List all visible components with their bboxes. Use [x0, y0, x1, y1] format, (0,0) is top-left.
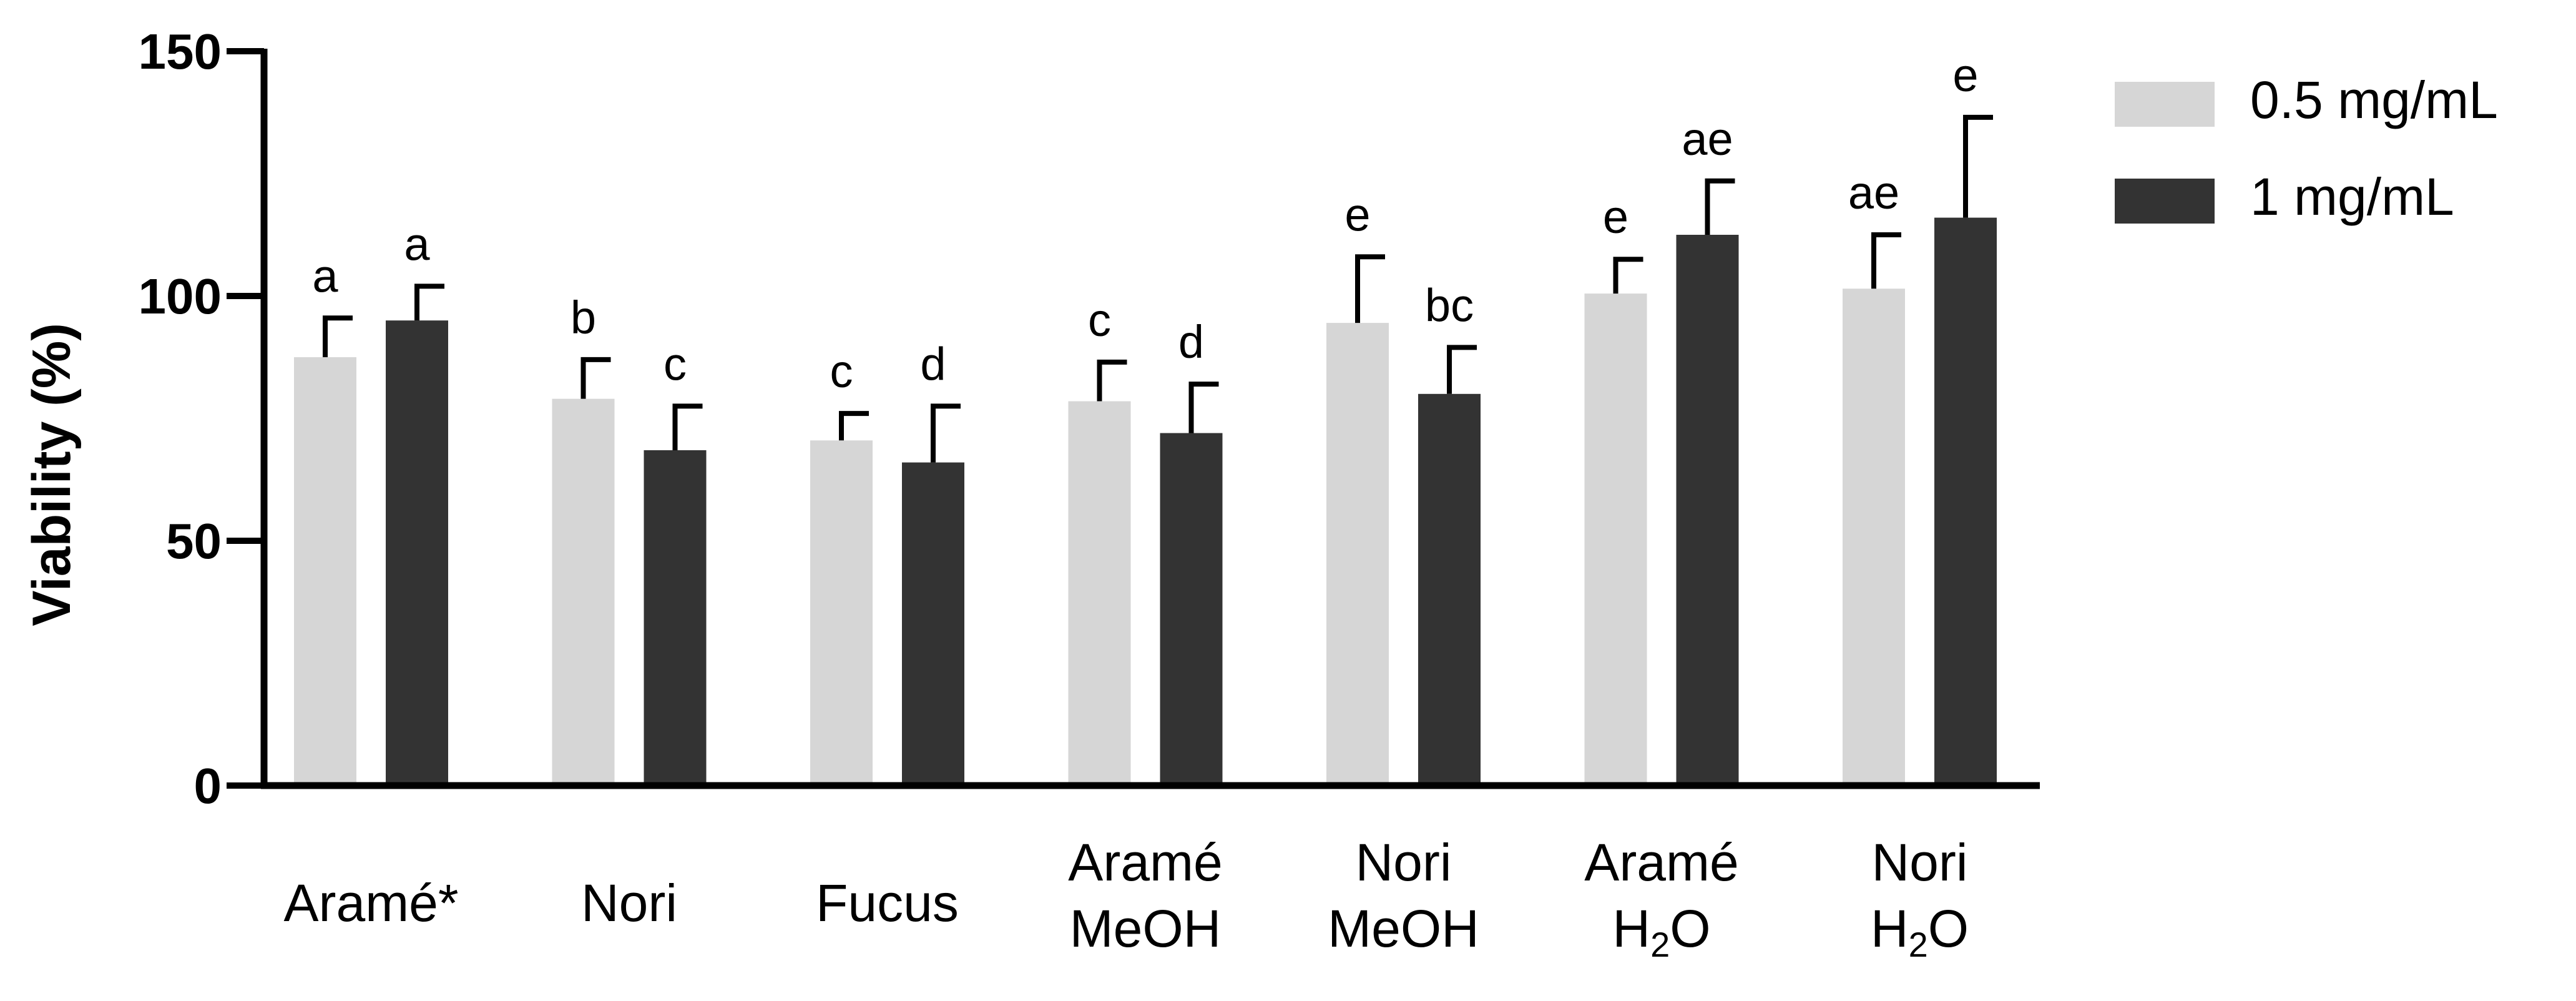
significance-letter-s0-0: a	[312, 250, 338, 302]
significance-letter-s0-5: e	[1603, 191, 1628, 243]
significance-letter-s0-3: c	[1088, 294, 1111, 346]
y-tick-label-0: 0	[194, 758, 222, 814]
bar-s0-6	[1843, 288, 1905, 786]
bar-s1-1	[644, 450, 707, 786]
bar-s1-2	[902, 462, 964, 786]
category-label-4-1: MeOH	[1328, 899, 1479, 958]
category-label-5-0: Aramé	[1584, 833, 1738, 892]
significance-letter-s0-2: c	[830, 345, 853, 397]
legend-swatch-1	[2115, 179, 2215, 224]
bar-s0-3	[1068, 401, 1131, 786]
bar-s1-3	[1160, 433, 1223, 786]
axes: 0 50 100 150 Viability (%) Aramé* Nori Fucus Ara…	[22, 24, 2040, 964]
category-label-3-1: MeOH	[1070, 899, 1222, 958]
category-label-6-1: H2O	[1871, 899, 1969, 964]
significance-letter-s1-4: bc	[1425, 279, 1474, 331]
significance-letter-s1-3: d	[1178, 316, 1204, 368]
legend: 0.5 mg/mL 1 mg/mL	[2115, 71, 2498, 226]
category-label-3-0: Aramé	[1068, 833, 1222, 892]
legend-swatch-0	[2115, 82, 2215, 127]
significance-letter-s1-6: e	[1952, 49, 1978, 101]
y-tick-label-1: 50	[166, 513, 222, 569]
legend-label-1: 1 mg/mL	[2250, 167, 2454, 226]
legend-label-0: 0.5 mg/mL	[2250, 71, 2498, 129]
bar-s1-5	[1676, 235, 1739, 786]
category-label-0-0: Aramé*	[283, 874, 458, 932]
significance-letter-s1-1: c	[664, 338, 687, 390]
bar-s1-0	[386, 320, 448, 786]
significance-letter-s0-1: b	[571, 292, 596, 343]
bar-s1-4	[1418, 393, 1481, 786]
bar-s0-1	[552, 398, 615, 786]
bar-s0-4	[1326, 323, 1389, 786]
significance-letter-s1-2: d	[920, 338, 946, 390]
category-label-2-0: Fucus	[816, 874, 959, 932]
y-tick-label-3: 150	[139, 24, 222, 79]
significance-letter-s1-5: ae	[1682, 113, 1733, 165]
significance-letter-s0-6: ae	[1848, 167, 1899, 219]
category-label-5-1: H2O	[1612, 899, 1710, 964]
significance-letter-s0-4: e	[1344, 189, 1370, 240]
category-label-1-0: Nori	[581, 874, 677, 932]
y-axis-label: Viability (%)	[22, 323, 82, 626]
significance-letter-s1-0: a	[404, 218, 430, 270]
bar-s1-6	[1934, 217, 1997, 786]
y-tick-label-2: 100	[139, 269, 222, 324]
bar-s0-2	[810, 440, 873, 786]
category-label-4-0: Nori	[1355, 833, 1451, 892]
bar-s0-0	[294, 357, 356, 786]
bar-s0-5	[1584, 293, 1647, 786]
category-label-6-0: Nori	[1871, 833, 1967, 892]
